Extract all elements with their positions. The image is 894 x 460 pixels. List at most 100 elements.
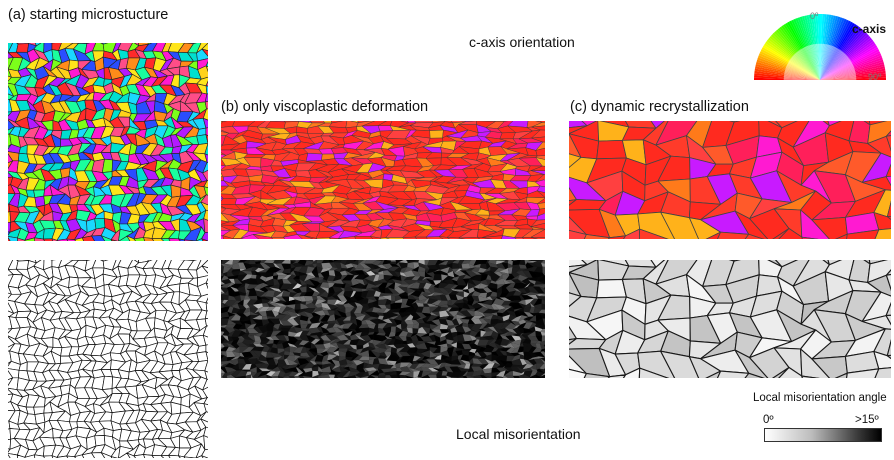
grain	[410, 294, 420, 301]
grain	[535, 275, 545, 281]
grain	[531, 122, 545, 128]
grain	[312, 302, 318, 309]
grain	[334, 299, 342, 306]
grain	[383, 312, 392, 318]
grain	[364, 263, 376, 270]
grain	[34, 454, 45, 458]
grain	[287, 283, 298, 290]
grain	[365, 296, 377, 301]
grain	[415, 342, 428, 350]
wheel-sector	[820, 47, 879, 80]
wheel-sector	[760, 49, 820, 80]
grain	[438, 288, 450, 294]
grain	[406, 304, 416, 310]
grain	[423, 288, 433, 294]
grain	[205, 127, 208, 137]
grain	[450, 342, 457, 348]
grain	[500, 322, 512, 330]
wheel-sector	[785, 22, 820, 80]
grain	[467, 300, 475, 306]
grain	[204, 318, 208, 327]
wheel-sector	[820, 61, 885, 80]
grain	[355, 318, 362, 326]
grain	[286, 310, 299, 317]
grain	[341, 274, 355, 281]
grain	[263, 262, 276, 268]
grain	[293, 318, 301, 325]
grain	[385, 299, 392, 306]
grain	[474, 310, 484, 316]
grain	[471, 318, 483, 324]
grain	[486, 279, 492, 286]
grain	[349, 270, 360, 276]
grain	[433, 352, 442, 357]
grain	[490, 270, 501, 277]
grain	[278, 359, 287, 365]
grain	[464, 368, 470, 372]
grain	[224, 300, 237, 306]
grain	[395, 330, 403, 337]
grain	[420, 336, 433, 342]
grain	[462, 334, 473, 342]
grain	[224, 260, 234, 265]
grain	[512, 324, 521, 330]
grain	[275, 296, 287, 302]
grain	[482, 235, 503, 239]
grain	[426, 320, 439, 326]
grain	[327, 354, 338, 361]
grain	[266, 326, 274, 332]
grain	[519, 295, 526, 301]
grain	[529, 374, 537, 378]
grain	[339, 270, 348, 276]
grain	[321, 299, 328, 304]
grain	[469, 348, 477, 354]
grain	[534, 326, 543, 332]
grain	[230, 356, 241, 361]
grain	[456, 318, 463, 325]
grain	[250, 371, 257, 378]
grain	[332, 347, 340, 353]
grain	[360, 371, 369, 378]
grain	[413, 370, 421, 378]
grain	[517, 282, 528, 289]
grain	[523, 374, 531, 378]
wheel-sector	[820, 55, 883, 80]
wheel-sector	[757, 57, 820, 80]
grain	[271, 306, 281, 313]
grain	[468, 351, 476, 356]
grain	[425, 278, 436, 286]
grain	[531, 125, 545, 131]
wheel-sector	[820, 16, 841, 80]
grain	[237, 278, 246, 284]
grain	[411, 279, 420, 284]
grain	[446, 260, 455, 265]
grain	[425, 236, 444, 239]
grain	[491, 335, 498, 341]
grain	[66, 238, 77, 241]
grain	[396, 324, 402, 330]
grain	[405, 371, 414, 378]
grain	[312, 296, 318, 301]
grain	[237, 283, 246, 289]
grain	[293, 336, 303, 341]
grain	[314, 339, 324, 345]
grain	[490, 266, 499, 273]
grain	[231, 330, 242, 337]
grain	[420, 367, 433, 372]
grain	[277, 279, 284, 285]
grain	[143, 454, 155, 458]
grain	[462, 296, 469, 302]
grain	[516, 268, 527, 273]
grain	[413, 262, 420, 269]
grain	[259, 336, 270, 341]
wheel-sector	[820, 43, 876, 80]
grain	[358, 356, 370, 361]
grain	[318, 374, 322, 378]
grain	[432, 292, 444, 296]
grain	[409, 306, 419, 313]
grain	[415, 334, 424, 342]
grain	[500, 338, 511, 346]
grain	[270, 330, 282, 337]
grain	[533, 356, 545, 360]
grain	[479, 328, 487, 332]
